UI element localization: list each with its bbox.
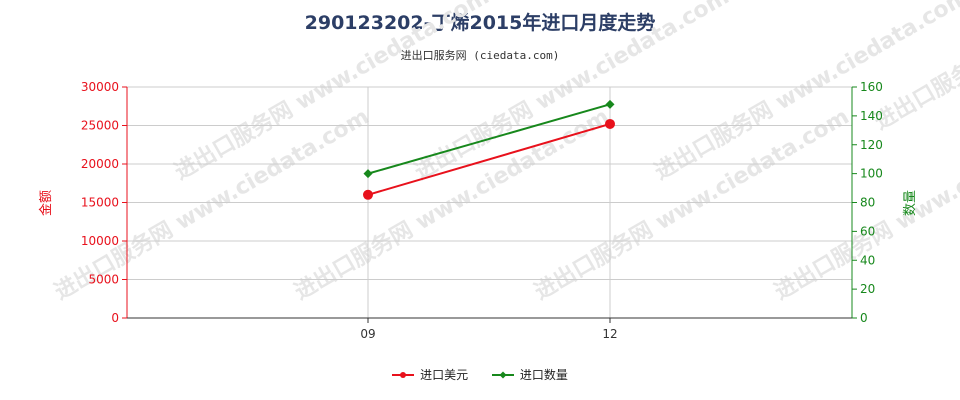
y-right-tick-label: 140 bbox=[860, 109, 883, 123]
chart-title: 290123202-丁烯2015年进口月度走势 bbox=[304, 12, 656, 34]
legend-swatch-usd bbox=[392, 371, 415, 378]
data-point-qty[interactable] bbox=[363, 169, 373, 179]
legend-label-qty: 进口数量 bbox=[519, 368, 568, 382]
series-line-qty bbox=[367, 103, 611, 175]
y-right-tick-label: 80 bbox=[860, 196, 875, 210]
y-left-tick-label: 5000 bbox=[88, 273, 119, 287]
y-left-tick-label: 15000 bbox=[81, 196, 119, 210]
y-right-tick-label: 0 bbox=[860, 311, 868, 325]
series-line-usd bbox=[367, 123, 611, 196]
data-point-usd[interactable] bbox=[363, 189, 373, 200]
y-right-tick-label: 20 bbox=[860, 282, 875, 296]
data-point-usd[interactable] bbox=[605, 118, 615, 129]
legend-item-qty[interactable]: 进口数量 bbox=[491, 366, 568, 383]
y-right-tick-label: 160 bbox=[860, 80, 883, 94]
chart-subtitle: 进出口服务网 (ciedata.com) bbox=[400, 49, 560, 62]
data-point-qty[interactable] bbox=[605, 99, 615, 109]
y-left-tick-label: 30000 bbox=[81, 80, 119, 94]
x-tick-label: 09 bbox=[360, 327, 375, 341]
legend-item-usd[interactable]: 进口美元 bbox=[392, 366, 468, 383]
y-right-tick-label: 60 bbox=[860, 224, 875, 238]
legend-label-usd: 进口美元 bbox=[420, 368, 469, 382]
y-left-tick-label: 20000 bbox=[81, 157, 119, 171]
y-axis-left-title: 金额 bbox=[38, 190, 54, 216]
x-tick-label: 12 bbox=[602, 327, 617, 341]
y-right-tick-label: 120 bbox=[860, 138, 883, 152]
y-right-tick-label: 100 bbox=[860, 167, 883, 181]
chart-legend: 进口美元 进口数量 bbox=[0, 366, 960, 383]
y-left-tick-label: 10000 bbox=[81, 234, 119, 248]
y-axis-right-title: 数量 bbox=[903, 190, 918, 216]
y-left-tick-label: 0 bbox=[111, 311, 119, 325]
legend-swatch-qty bbox=[491, 371, 514, 378]
y-right-tick-label: 40 bbox=[860, 253, 875, 267]
y-left-tick-label: 25000 bbox=[81, 119, 119, 133]
